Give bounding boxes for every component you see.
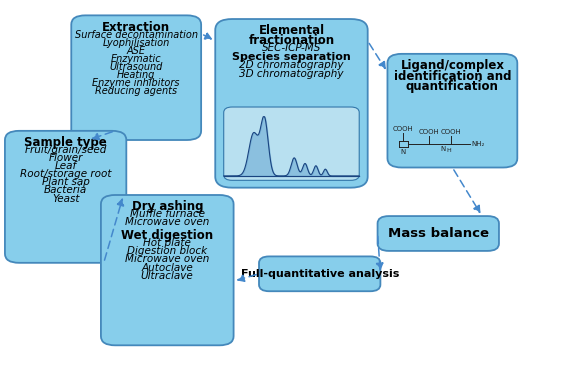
Text: Extraction: Extraction [102,21,170,34]
Text: Microwave oven: Microwave oven [125,254,209,264]
Text: COOH: COOH [419,129,440,135]
Text: Lyophilisation: Lyophilisation [102,38,170,48]
FancyBboxPatch shape [224,107,359,180]
Text: Wet digestion: Wet digestion [121,229,213,242]
Text: Plant sap: Plant sap [42,177,89,187]
Text: Species separation: Species separation [232,52,351,63]
Text: NH₂: NH₂ [471,141,485,148]
FancyBboxPatch shape [259,256,380,291]
Text: Bacteria: Bacteria [44,185,87,195]
Text: Reducing agents: Reducing agents [95,86,177,96]
FancyBboxPatch shape [215,19,368,188]
Text: Mass balance: Mass balance [388,227,489,240]
FancyBboxPatch shape [71,15,201,140]
Text: Root/storage root: Root/storage root [20,169,112,179]
Text: Enzyme inhibitors: Enzyme inhibitors [92,78,180,88]
Text: Heating: Heating [117,70,156,80]
Text: H: H [447,148,452,153]
Text: Leaf: Leaf [54,161,76,171]
Text: Muffle furnace: Muffle furnace [130,209,205,219]
Text: Elemental: Elemental [259,24,324,37]
Text: Flower: Flower [49,153,83,163]
Text: Dry ashing: Dry ashing [131,201,203,213]
FancyBboxPatch shape [5,131,126,263]
Text: quantification: quantification [406,80,499,93]
Text: Yeast: Yeast [52,194,79,204]
FancyBboxPatch shape [378,216,499,251]
Text: Ultrasound: Ultrasound [109,62,163,72]
Text: identification and: identification and [393,70,511,83]
FancyBboxPatch shape [388,54,517,167]
Text: Hot plate: Hot plate [143,237,191,248]
Text: 2D chromatography: 2D chromatography [239,60,344,70]
Text: fractionation: fractionation [248,34,335,47]
Text: COOH: COOH [440,129,461,135]
Text: ASE: ASE [127,46,145,56]
Text: SEC-ICP-MS: SEC-ICP-MS [262,43,321,53]
Text: Ligand/complex: Ligand/complex [400,59,504,72]
Text: Surface decontamination: Surface decontamination [75,30,198,40]
Text: COOH: COOH [393,126,414,132]
Text: Ultraclave: Ultraclave [141,271,194,281]
Text: 3D chromatography: 3D chromatography [239,68,344,78]
Text: Autoclave: Autoclave [142,263,193,273]
FancyBboxPatch shape [101,195,234,345]
Text: Sample type: Sample type [24,136,107,149]
Text: Microwave oven: Microwave oven [125,217,209,227]
Text: Enzymatic: Enzymatic [111,54,161,64]
Text: Full-quantitative analysis: Full-quantitative analysis [241,269,399,279]
Text: N: N [440,145,445,152]
Text: Fruit/grain/seed: Fruit/grain/seed [24,145,107,155]
Text: Digestion block: Digestion block [127,246,207,256]
Text: N: N [401,149,406,155]
